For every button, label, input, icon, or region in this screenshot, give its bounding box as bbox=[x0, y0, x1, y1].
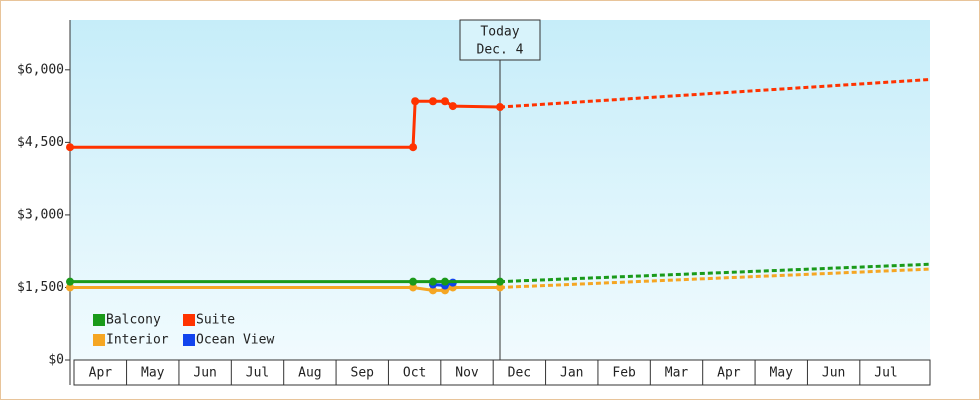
point bbox=[66, 143, 74, 152]
y-tick-label: $1,500 bbox=[17, 280, 64, 295]
x-tick-label: Apr bbox=[89, 366, 113, 381]
x-tick-label: Feb bbox=[612, 366, 636, 381]
legend-swatch bbox=[183, 334, 195, 346]
y-tick-label: $4,500 bbox=[17, 135, 64, 150]
x-tick-label: Apr bbox=[717, 366, 741, 381]
x-tick-label: Jan bbox=[560, 366, 583, 381]
point bbox=[66, 277, 74, 286]
point bbox=[409, 277, 418, 286]
point bbox=[411, 97, 420, 106]
today-date: Dec. 4 bbox=[477, 43, 524, 58]
legend-swatch bbox=[93, 334, 105, 346]
point bbox=[409, 283, 418, 292]
legend-swatch bbox=[93, 314, 105, 326]
x-tick-label: May bbox=[141, 366, 165, 381]
x-tick-label: Jul bbox=[246, 366, 269, 381]
point bbox=[496, 283, 504, 292]
x-tick-label: May bbox=[770, 366, 794, 381]
legend-label: Suite bbox=[196, 313, 235, 328]
y-tick-label: $6,000 bbox=[17, 62, 64, 77]
x-tick-label: Jul bbox=[874, 366, 897, 381]
x-tick-label: Jun bbox=[822, 366, 845, 381]
point bbox=[441, 97, 450, 106]
x-tick-label: Mar bbox=[665, 366, 689, 381]
point bbox=[428, 277, 437, 286]
point bbox=[428, 286, 437, 295]
point bbox=[409, 143, 418, 152]
point bbox=[441, 277, 450, 286]
point bbox=[428, 97, 437, 106]
series-line bbox=[70, 285, 500, 292]
y-tick-label: $3,000 bbox=[17, 207, 64, 222]
today-label: Today bbox=[480, 25, 519, 40]
x-tick-label: Jun bbox=[193, 366, 216, 381]
point bbox=[448, 102, 457, 111]
x-tick-label: Dec bbox=[508, 366, 531, 381]
legend-label: Balcony bbox=[106, 313, 161, 328]
point bbox=[496, 277, 504, 286]
legend-swatch bbox=[183, 314, 195, 326]
y-tick-label: $0 bbox=[48, 353, 64, 368]
x-tick-label: Sep bbox=[351, 366, 375, 381]
point bbox=[66, 283, 74, 292]
x-tick-label: Nov bbox=[455, 366, 479, 381]
legend-label: Interior bbox=[106, 333, 169, 348]
today-box bbox=[459, 19, 541, 61]
point bbox=[496, 103, 504, 112]
x-axis-band bbox=[73, 359, 931, 386]
x-tick-label: Oct bbox=[403, 366, 426, 381]
legend-label: Ocean View bbox=[196, 333, 274, 348]
x-tick-label: Aug bbox=[298, 366, 321, 381]
